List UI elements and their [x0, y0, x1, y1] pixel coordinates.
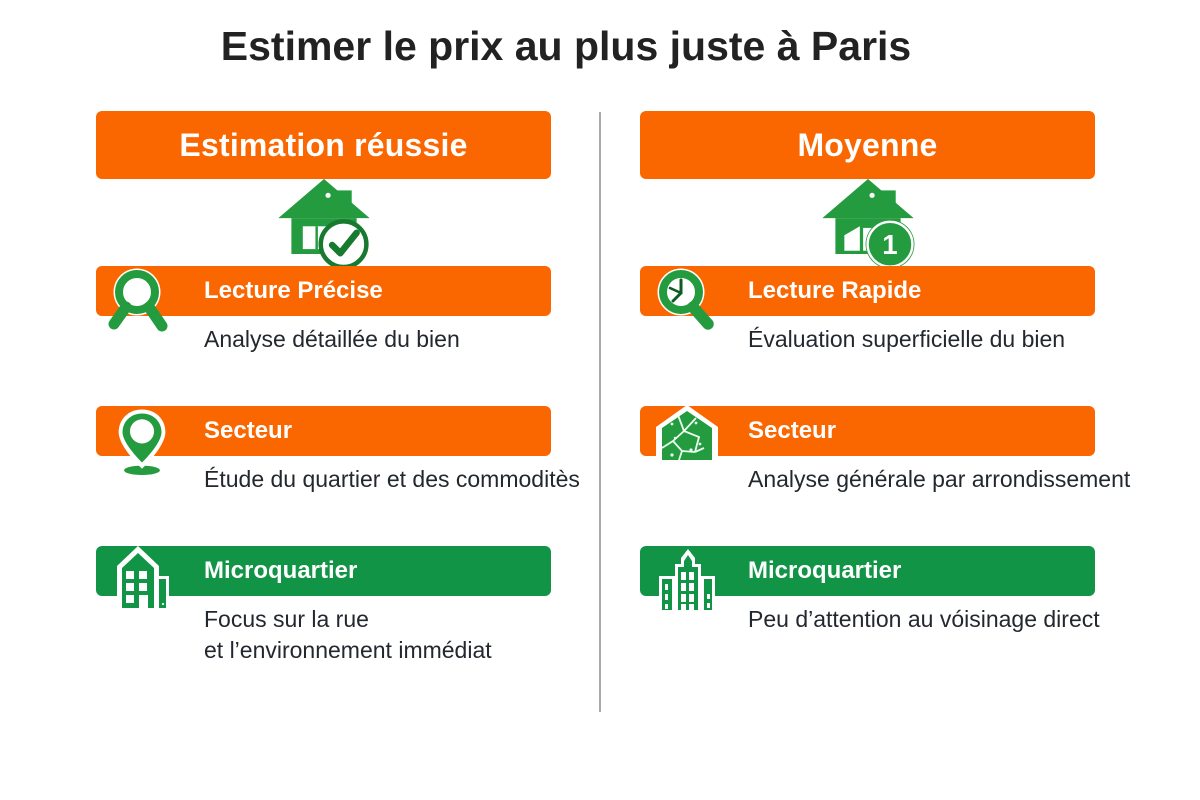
- svg-text:1: 1: [882, 229, 897, 260]
